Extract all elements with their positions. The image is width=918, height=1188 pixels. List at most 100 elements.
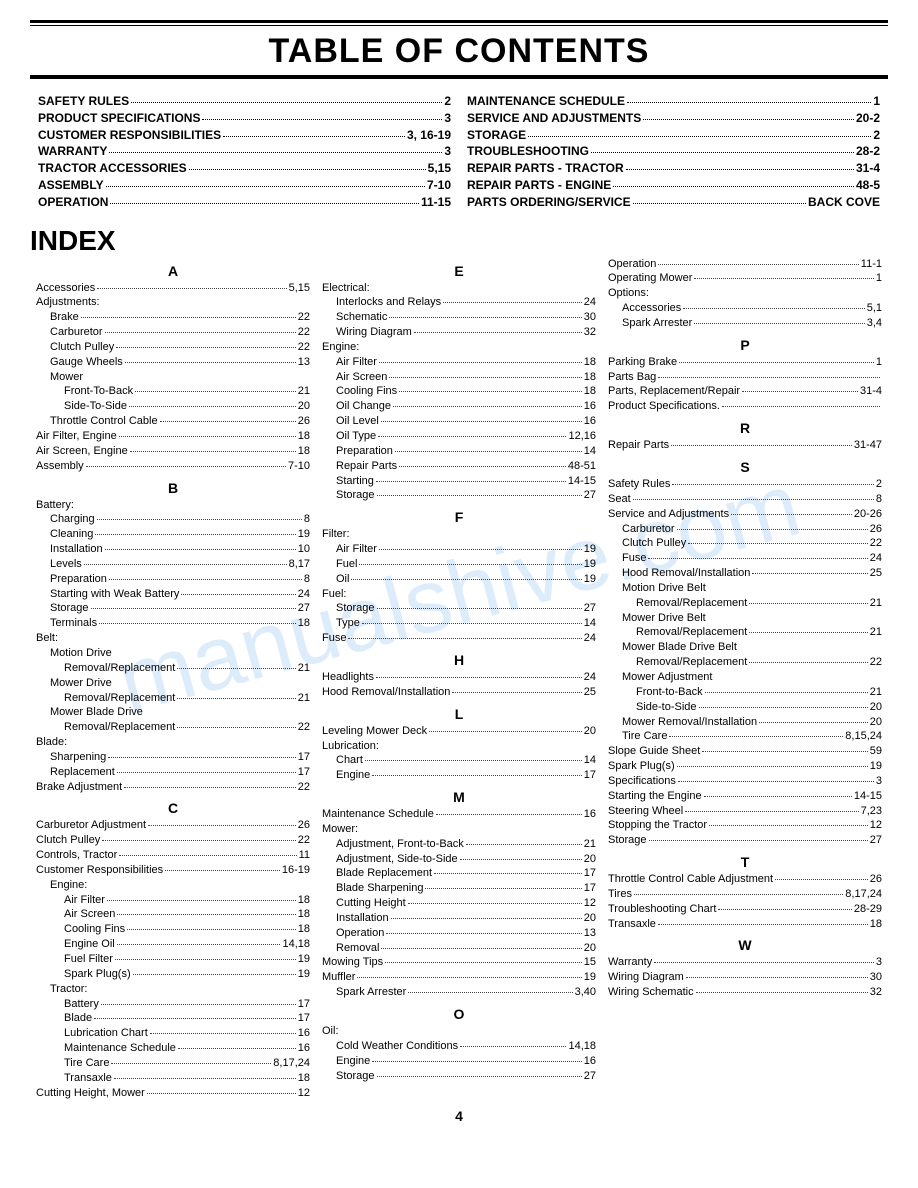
index-label: Removal/Replacement bbox=[636, 655, 747, 670]
index-page: 21 bbox=[298, 384, 310, 399]
index-row: Parts Bag bbox=[608, 370, 882, 385]
leader-dots bbox=[759, 722, 868, 723]
index-page: 31-47 bbox=[854, 438, 882, 453]
index-page: 14-15 bbox=[568, 474, 596, 489]
toc-row: OPERATION11-15 bbox=[38, 194, 451, 211]
index-page: 18 bbox=[298, 429, 310, 444]
index-label: Assembly bbox=[36, 459, 84, 474]
index-page: 18 bbox=[870, 917, 882, 932]
toc-page: BACK COVE bbox=[808, 194, 880, 211]
index-row: Storage27 bbox=[608, 833, 882, 848]
index-row: Carburetor26 bbox=[608, 522, 882, 537]
leader-dots bbox=[414, 332, 582, 333]
index-row: Maintenance Schedule16 bbox=[322, 807, 596, 822]
index-row: Gauge Wheels13 bbox=[36, 355, 310, 370]
index-row: Steering Wheel7,23 bbox=[608, 804, 882, 819]
leader-dots bbox=[107, 900, 296, 901]
index: AAccessories5,15Adjustments:Brake22Carbu… bbox=[30, 257, 888, 1101]
leader-dots bbox=[752, 573, 867, 574]
index-label: Safety Rules bbox=[608, 477, 670, 492]
leader-dots bbox=[705, 692, 868, 693]
index-label: Carburetor Adjustment bbox=[36, 818, 146, 833]
index-row: Wiring Schematic32 bbox=[608, 985, 882, 1000]
leader-dots bbox=[425, 888, 581, 889]
index-label: Fuse bbox=[622, 551, 646, 566]
index-page: 5,15 bbox=[289, 281, 310, 296]
index-row: Air Screen, Engine18 bbox=[36, 444, 310, 459]
index-page: 18 bbox=[584, 355, 596, 370]
index-row: Fuel Filter19 bbox=[36, 952, 310, 967]
index-page: 21 bbox=[584, 837, 596, 852]
leader-dots bbox=[677, 529, 868, 530]
index-label: Parts, Replacement/Repair bbox=[608, 384, 740, 399]
toc-row: REPAIR PARTS - ENGINE 48-5 bbox=[467, 177, 880, 194]
leader-dots bbox=[671, 445, 852, 446]
index-label: Muffler bbox=[322, 970, 355, 985]
index-page: 17 bbox=[298, 750, 310, 765]
index-row: Charging8 bbox=[36, 512, 310, 527]
index-label: Carburetor bbox=[622, 522, 675, 537]
index-row: Maintenance Schedule16 bbox=[36, 1041, 310, 1056]
index-page: 14 bbox=[584, 753, 596, 768]
index-row: Spark Arrester3,40 bbox=[322, 985, 596, 1000]
leader-dots bbox=[633, 499, 874, 500]
toc-page: 3 bbox=[444, 143, 451, 160]
index-page: 7,23 bbox=[861, 804, 882, 819]
leader-dots bbox=[749, 632, 867, 633]
index-row: Oil Type12,16 bbox=[322, 429, 596, 444]
index-row: Air Screen18 bbox=[322, 370, 596, 385]
index-header: Motion Drive bbox=[36, 646, 310, 661]
leader-dots bbox=[688, 543, 868, 544]
index-page: 22 bbox=[298, 720, 310, 735]
toc-row: MAINTENANCE SCHEDULE1 bbox=[467, 93, 880, 110]
index-page: 27 bbox=[584, 488, 596, 503]
index-label: Clutch Pulley bbox=[36, 833, 100, 848]
toc-label: OPERATION bbox=[38, 194, 108, 211]
leader-dots bbox=[658, 377, 880, 378]
index-letter: F bbox=[322, 509, 596, 525]
index-page: 3,4 bbox=[867, 316, 882, 331]
index-label: Tires bbox=[608, 887, 632, 902]
index-row: Levels8,17 bbox=[36, 557, 310, 572]
leader-dots bbox=[658, 264, 858, 265]
leader-dots bbox=[679, 362, 874, 363]
toc-label: ASSEMBLY bbox=[38, 177, 104, 194]
index-row: Oil Level16 bbox=[322, 414, 596, 429]
index-row: Operating Mower1 bbox=[608, 271, 882, 286]
index-page: 19 bbox=[584, 542, 596, 557]
leader-dots bbox=[135, 391, 296, 392]
index-page: 12 bbox=[870, 818, 882, 833]
leader-dots bbox=[147, 1093, 296, 1094]
index-label: Operation bbox=[608, 257, 656, 272]
leader-dots bbox=[189, 169, 426, 170]
index-page: 8,17,24 bbox=[273, 1056, 310, 1071]
index-label: Storage bbox=[336, 601, 375, 616]
index-label: Storage bbox=[336, 488, 375, 503]
index-row: Fuse24 bbox=[608, 551, 882, 566]
toc-row: CUSTOMER RESPONSIBILITIES3, 16-19 bbox=[38, 127, 451, 144]
index-page: 32 bbox=[870, 985, 882, 1000]
index-letter: S bbox=[608, 459, 882, 475]
index-row: Safety Rules2 bbox=[608, 477, 882, 492]
index-row: Starting with Weak Battery24 bbox=[36, 587, 310, 602]
index-row: Removal/Replacement21 bbox=[36, 661, 310, 676]
leader-dots bbox=[119, 855, 296, 856]
index-label: Carburetor bbox=[50, 325, 103, 340]
index-row: Storage27 bbox=[322, 601, 596, 616]
index-row: Fuel19 bbox=[322, 557, 596, 572]
leader-dots bbox=[117, 914, 295, 915]
index-label: Engine Oil bbox=[64, 937, 115, 952]
index-page: 5,1 bbox=[867, 301, 882, 316]
index-row: Slope Guide Sheet59 bbox=[608, 744, 882, 759]
toc-label: REPAIR PARTS - ENGINE bbox=[467, 177, 611, 194]
leader-dots bbox=[379, 549, 582, 550]
index-page: 3 bbox=[876, 955, 882, 970]
index-label: Air Screen bbox=[336, 370, 387, 385]
index-page: 22 bbox=[298, 340, 310, 355]
index-page: 27 bbox=[584, 1069, 596, 1084]
index-label: Preparation bbox=[50, 572, 107, 587]
toc-page: 48-5 bbox=[856, 177, 880, 194]
index-page: 8,17,24 bbox=[845, 887, 882, 902]
leader-dots bbox=[694, 323, 864, 324]
index-header: Fuel: bbox=[322, 587, 596, 602]
